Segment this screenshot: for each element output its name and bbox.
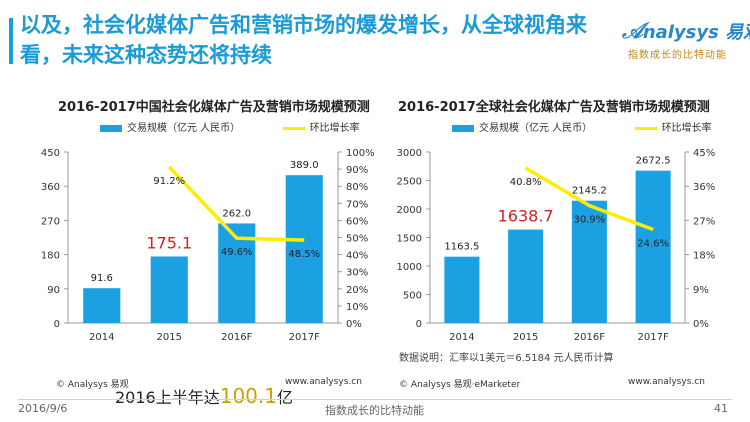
chart2-website: www.analysys.cn xyxy=(628,377,705,387)
y2-tick-label: 50% xyxy=(346,234,368,245)
bar xyxy=(635,170,671,323)
page-number: 41 xyxy=(714,402,728,415)
y2-tick-label: 9% xyxy=(693,285,709,296)
logo-slogan: 指数成长的比特动能 xyxy=(628,50,727,61)
logo-a-icon: 𝒜 xyxy=(622,19,643,44)
y2-tick-label: 80% xyxy=(346,182,368,193)
chart1-website: www.analysys.cn xyxy=(285,377,362,387)
bar-value-label: 1163.5 xyxy=(444,242,479,253)
half-year-callout: 2016上半年达100.1亿 xyxy=(115,384,293,408)
bar xyxy=(150,256,188,323)
growth-rate-label: 30.9% xyxy=(573,215,605,226)
bar-value-label: 2672.5 xyxy=(636,156,671,167)
bar-value-label: 389.0 xyxy=(290,160,319,171)
y2-tick-label: 36% xyxy=(693,182,715,193)
growth-rate-label: 91.2% xyxy=(153,176,185,187)
y-tick-label: 0 xyxy=(54,319,60,330)
y2-tick-label: 0% xyxy=(346,319,362,330)
callout-prefix: 2016上半年达 xyxy=(115,388,220,407)
legend-line-label: 环比增长率 xyxy=(661,123,712,134)
x-tick-label: 2016F xyxy=(221,332,252,343)
title-accent-bar xyxy=(9,18,13,64)
growth-rate-label: 48.5% xyxy=(288,249,320,260)
bar xyxy=(508,229,544,323)
bar-value-label-highlight: 1638.7 xyxy=(498,207,554,226)
footer-slogan: 指数成长的比特动能 xyxy=(325,404,424,417)
y2-tick-label: 90% xyxy=(346,165,368,176)
callout-value: 100.1 xyxy=(219,384,277,408)
x-tick-label: 2017F xyxy=(638,332,669,343)
analysys-logo: 𝒜nalysys 易观 指数成长的比特动能 xyxy=(622,18,750,68)
chart2-title: 2016-2017全球社会化媒体广告及营销市场规模预测 xyxy=(398,100,710,115)
legend-line-swatch xyxy=(282,126,305,130)
y-tick-label: 500 xyxy=(403,291,422,302)
y2-tick-label: 20% xyxy=(346,285,368,296)
legend-line-label: 环比增长率 xyxy=(309,123,360,134)
bar-value-label-highlight: 175.1 xyxy=(146,233,192,252)
chart2-legend: 交易规模（亿元 人民币） 环比增长率 xyxy=(452,119,712,134)
y-tick-label: 0 xyxy=(416,319,422,330)
bar xyxy=(444,256,480,323)
bar xyxy=(285,175,323,323)
chart1-china-market: 0 90 180 270 360 450 0% 10% 20% 30% 40% 50% 60% 70% 80… xyxy=(41,148,375,343)
y2-tick-label: 40% xyxy=(346,251,368,262)
y-tick-label: 450 xyxy=(41,148,60,159)
chart2-source: © Analysys 易观·eMarketer xyxy=(399,380,521,390)
x-tick-label: 2015 xyxy=(513,332,538,343)
y2-tick-label: 27% xyxy=(693,216,715,227)
bar-value-label: 91.6 xyxy=(91,273,113,284)
bar xyxy=(571,200,607,323)
growth-rate-label: 40.8% xyxy=(510,177,542,188)
y2-tick-label: 60% xyxy=(346,216,368,227)
legend-bar-swatch xyxy=(452,124,474,132)
legend-bar-label: 交易规模（亿元 人民币） xyxy=(127,123,241,134)
chart1-legend: 交易规模（亿元 人民币） 环比增长率 xyxy=(100,119,360,134)
growth-rate-line xyxy=(167,165,305,242)
y2-tick-label: 18% xyxy=(693,251,715,262)
y-tick-label: 2000 xyxy=(397,205,422,216)
y-tick-label: 1500 xyxy=(397,234,422,245)
chart1-title: 2016-2017中国社会化媒体广告及营销市场规模预测 xyxy=(58,100,370,115)
growth-rate-label: 49.6% xyxy=(221,247,253,258)
bar-value-label: 262.0 xyxy=(222,208,251,219)
logo-wordmark: 𝒜nalysys 易观 xyxy=(622,19,750,44)
y2-tick-label: 45% xyxy=(693,148,715,159)
y-tick-label: 1000 xyxy=(397,262,422,273)
y-tick-label: 270 xyxy=(41,216,60,227)
growth-rate-label: 24.6% xyxy=(637,239,669,250)
callout-suffix: 亿 xyxy=(277,388,294,407)
growth-rate-line xyxy=(524,166,654,232)
slide-title: 以及，社会化媒体广告和营销市场的爆发增长，从全球视角来看，未来这种态势还将持续 xyxy=(20,13,587,67)
y2-tick-label: 10% xyxy=(346,302,368,313)
x-tick-label: 2017F xyxy=(289,332,320,343)
legend-bar-label: 交易规模（亿元 人民币） xyxy=(479,123,593,134)
x-tick-label: 2014 xyxy=(89,332,114,343)
chart2-global-market: 0 500 1000 1500 2000 2500 3000 0% 9% 18% 27% 36% 45%… xyxy=(397,148,716,343)
y2-tick-label: 30% xyxy=(346,268,368,279)
x-tick-label: 2015 xyxy=(157,332,182,343)
bar-value-label: 2145.2 xyxy=(572,186,607,197)
y-tick-label: 3000 xyxy=(397,148,422,159)
chart2-data-note: 数据说明：汇率以1美元＝6.5184 元人民币计算 xyxy=(399,353,614,364)
y2-tick-label: 70% xyxy=(346,199,368,210)
bar xyxy=(83,288,121,323)
footer-divider xyxy=(18,399,732,400)
y-tick-label: 180 xyxy=(41,251,60,262)
y-tick-label: 90 xyxy=(47,285,60,296)
chart1-source: © Analysys 易观 xyxy=(56,380,129,390)
x-tick-label: 2014 xyxy=(449,332,474,343)
y-tick-label: 2500 xyxy=(397,177,422,188)
legend-bar-swatch xyxy=(100,124,122,132)
legend-line-swatch xyxy=(634,126,657,130)
y2-tick-label: 100% xyxy=(346,148,375,159)
y2-tick-label: 0% xyxy=(693,319,709,330)
y-tick-label: 360 xyxy=(41,182,60,193)
footer-date: 2016/9/6 xyxy=(18,402,68,415)
x-tick-label: 2016F xyxy=(574,332,605,343)
